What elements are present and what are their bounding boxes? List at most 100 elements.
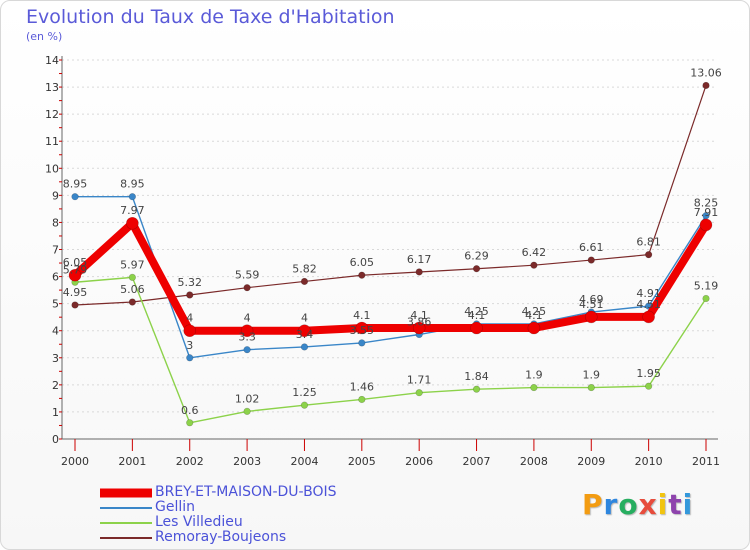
data-label: 13.06 <box>690 66 722 79</box>
data-label: 3.4 <box>296 328 314 341</box>
series-line <box>74 196 707 359</box>
y-tick-label: 8 <box>52 216 59 229</box>
data-label: 4.25 <box>464 305 489 318</box>
data-label: 1.9 <box>583 369 601 382</box>
data-label: 1.46 <box>350 380 375 393</box>
data-point <box>243 346 251 354</box>
x-tick-label: 2004 <box>290 455 318 468</box>
data-label: 5.19 <box>694 279 719 292</box>
data-label: 3.55 <box>350 324 375 337</box>
data-label: 8.95 <box>120 178 145 191</box>
data-point <box>699 218 713 232</box>
data-point <box>530 261 538 269</box>
data-point <box>68 268 82 282</box>
data-label: 4.69 <box>579 293 604 306</box>
data-label: 4.51 <box>579 298 604 311</box>
data-point <box>530 383 538 392</box>
x-tick-label: 2011 <box>692 455 720 468</box>
data-point <box>415 268 423 276</box>
x-tick-label: 2002 <box>176 455 204 468</box>
y-tick-label: 12 <box>45 108 59 121</box>
chart-title: Evolution du Taux de Taxe d'Habitation <box>26 6 395 28</box>
data-label: 3.3 <box>238 331 256 344</box>
data-point <box>71 193 79 201</box>
data-label: 5.59 <box>235 269 260 282</box>
data-point <box>472 385 481 393</box>
data-point <box>645 251 653 259</box>
data-point <box>527 321 541 335</box>
y-tick-label: 4 <box>52 325 59 338</box>
y-tick-label: 1 <box>52 406 59 419</box>
data-label: 4.1 <box>410 309 428 322</box>
y-tick-label: 2 <box>52 379 59 392</box>
data-label: 5.97 <box>120 258 145 271</box>
data-label: 1.95 <box>636 367 661 380</box>
brand-letter: i <box>682 488 694 521</box>
data-point <box>300 343 309 351</box>
data-point <box>183 324 197 338</box>
y-tick-label: 11 <box>45 135 59 148</box>
x-tick-label: 2010 <box>635 455 663 468</box>
x-tick-label: 2001 <box>118 455 146 468</box>
data-point <box>415 389 423 397</box>
series-line <box>71 219 710 335</box>
brand-letter: r <box>603 488 619 521</box>
data-point <box>243 407 251 415</box>
data-label: 4 <box>244 312 251 325</box>
data-point <box>587 383 595 392</box>
data-label: 4.95 <box>63 286 88 299</box>
data-point <box>128 298 136 306</box>
y-tick-label: 6 <box>52 271 59 284</box>
data-label: 7.91 <box>694 206 719 219</box>
data-label: 5.32 <box>177 276 202 289</box>
x-tick-label: 2009 <box>577 455 605 468</box>
legend-label: Gellin <box>155 499 196 515</box>
data-point <box>472 265 481 273</box>
brand-logo: Proxiti <box>582 488 693 521</box>
y-tick-label: 9 <box>52 189 59 202</box>
y-tick-label: 7 <box>52 244 59 257</box>
data-point <box>358 271 366 279</box>
data-point <box>642 310 655 324</box>
data-label: 4.1 <box>353 309 371 322</box>
data-label: 6.05 <box>63 256 88 269</box>
data-label: 1.02 <box>235 392 260 405</box>
data-label: 6.29 <box>464 250 489 263</box>
data-point <box>71 301 79 309</box>
data-label: 4.51 <box>636 298 661 311</box>
data-point <box>300 277 309 286</box>
data-label: 6.05 <box>350 256 375 269</box>
data-point <box>186 419 194 427</box>
x-tick-label: 2006 <box>405 455 433 468</box>
legend-label: Les Villedieu <box>155 514 243 530</box>
data-label: 4.1 <box>525 309 543 322</box>
data-label: 4.91 <box>636 287 661 300</box>
data-point <box>358 339 366 347</box>
brand-letter: i <box>657 488 669 521</box>
data-label: 8.95 <box>63 178 88 191</box>
data-point <box>300 401 309 409</box>
data-point <box>470 321 483 335</box>
legend-swatch <box>100 536 152 539</box>
data-point <box>240 324 254 338</box>
brand-letter: P <box>582 488 604 521</box>
brand-letter: o <box>618 488 639 521</box>
y-tick-label: 13 <box>45 81 59 94</box>
x-tick-label: 2003 <box>233 455 261 468</box>
data-label: 3.86 <box>407 316 432 329</box>
x-tick-label: 2000 <box>61 455 89 468</box>
y-tick-label: 14 <box>45 54 59 67</box>
data-point <box>355 321 369 335</box>
brand-letter: x <box>638 488 658 521</box>
data-label: 4 <box>186 312 193 325</box>
data-point <box>243 284 251 292</box>
legend-label: BREY-ET-MAISON-DU-BOIS <box>155 484 337 500</box>
data-label: 1.9 <box>525 369 543 382</box>
brand-letter: t <box>668 488 683 521</box>
data-point <box>358 395 366 404</box>
data-point <box>128 273 136 281</box>
data-label: 5.06 <box>120 283 145 296</box>
data-label: 6.81 <box>636 236 661 249</box>
y-tick-label: 5 <box>52 298 59 311</box>
data-point <box>645 382 653 390</box>
